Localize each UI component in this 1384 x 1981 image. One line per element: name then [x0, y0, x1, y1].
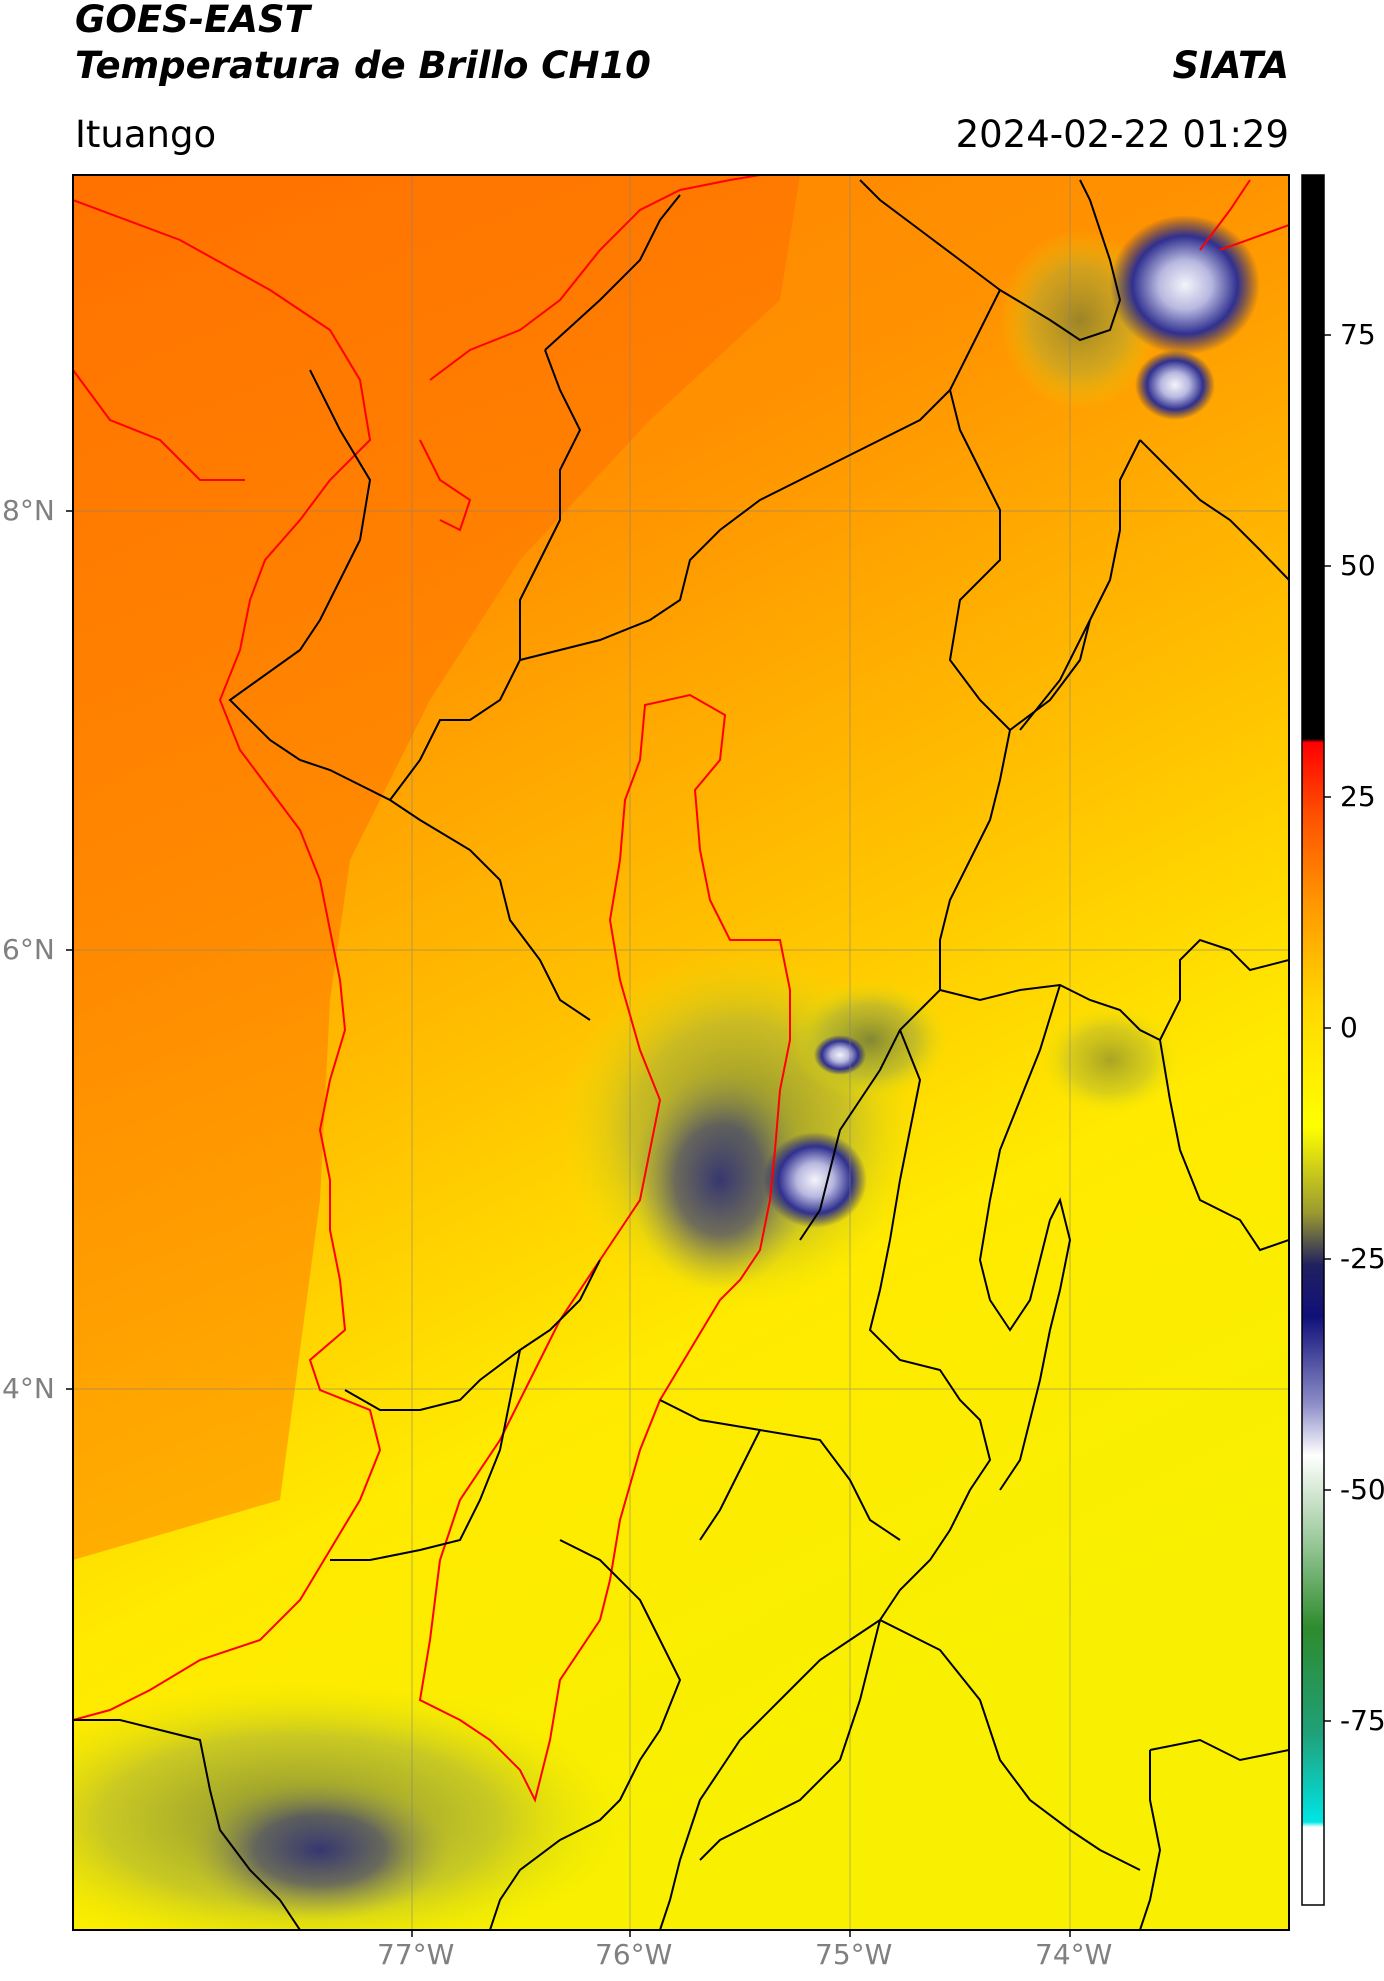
coastline-pacific	[73, 199, 382, 1721]
ocean-warm-region	[73, 175, 800, 1560]
colorbar-label-minus25: -25	[1340, 1242, 1384, 1275]
border-northeast	[1199, 179, 1251, 251]
lon-tick-77w: 77°W	[377, 1938, 455, 1971]
product-title: Temperatura de Brillo CH10	[75, 44, 651, 87]
lon-tick-75w: 75°W	[815, 1938, 893, 1971]
border-northeast-2	[1219, 224, 1289, 251]
gridlines	[73, 175, 1289, 1930]
coastline-caribbean	[429, 175, 761, 381]
ituango-basin-outline	[418, 693, 791, 1803]
lat-tick-8n: 8°N	[2, 494, 55, 527]
colorbar	[1301, 174, 1325, 1906]
colorbar-label-25: 25	[1340, 780, 1376, 813]
lat-tick-4n: 4°N	[2, 1372, 55, 1405]
storm-core-northeast-lower	[1135, 350, 1215, 420]
storm-core-center	[763, 1132, 867, 1228]
colorbar-label-75: 75	[1340, 318, 1376, 351]
coastline-gulf	[419, 439, 472, 532]
department-borders	[73, 179, 1289, 1930]
central-dark-cloud	[630, 1070, 810, 1290]
coastline-uraba	[73, 369, 245, 481]
lon-tick-74w: 74°W	[1035, 1938, 1113, 1971]
satellite-title: GOES-EAST	[75, 0, 310, 41]
colorbar-ticks	[1324, 334, 1331, 1722]
storm-core-northeast	[1110, 215, 1260, 355]
region-label: Ituango	[75, 113, 217, 156]
cloud-haze-3	[1040, 1005, 1180, 1115]
colorbar-label-minus75: -75	[1340, 1704, 1384, 1737]
axis-ticks	[66, 510, 1071, 1937]
colorbar-label-0: 0	[1340, 1011, 1358, 1044]
lon-tick-76w: 76°W	[595, 1938, 673, 1971]
cloud-haze-2	[790, 980, 950, 1100]
datetime-label: 2024-02-22 01:29	[955, 113, 1289, 156]
colorbar-label-50: 50	[1340, 549, 1376, 582]
agency-label: SIATA	[1172, 44, 1289, 87]
lat-tick-6n: 6°N	[2, 933, 55, 966]
map-frame	[72, 174, 1290, 1931]
colorbar-label-minus50: -50	[1340, 1473, 1384, 1506]
storm-core-small	[814, 1035, 866, 1075]
southern-cold-cloud	[190, 1780, 450, 1920]
